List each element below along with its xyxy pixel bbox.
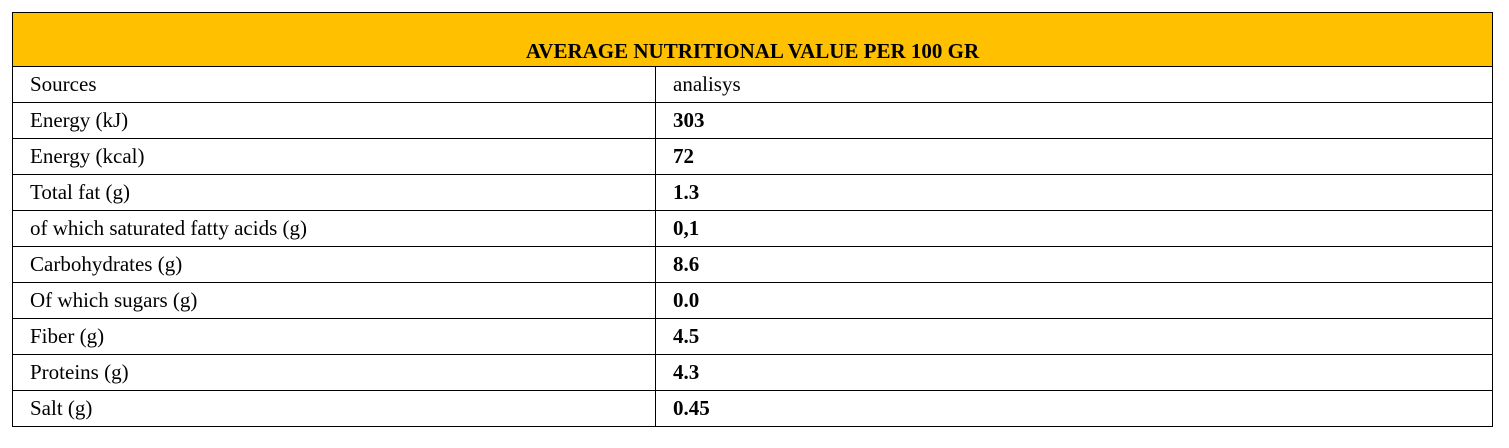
table-row: Proteins (g) 4.3 xyxy=(12,354,1494,391)
row-value-carbohydrates: 8.6 xyxy=(654,246,1494,283)
row-value-energy-kcal: 72 xyxy=(654,138,1494,175)
nutrition-table: AVERAGE NUTRITIONAL VALUE PER 100 GR Sou… xyxy=(11,12,1494,427)
table-row: Energy (kcal) 72 xyxy=(12,138,1494,175)
row-value-sugars: 0.0 xyxy=(654,282,1494,319)
table-title: AVERAGE NUTRITIONAL VALUE PER 100 GR xyxy=(11,12,1494,67)
table-row: Total fat (g) 1.3 xyxy=(12,174,1494,211)
table-row: of which saturated fatty acids (g) 0,1 xyxy=(12,210,1494,247)
row-label-sugars: Of which sugars (g) xyxy=(12,282,656,319)
table-row: Carbohydrates (g) 8.6 xyxy=(12,246,1494,283)
row-label-energy-kcal: Energy (kcal) xyxy=(12,138,656,175)
row-label-fiber: Fiber (g) xyxy=(12,318,656,355)
table-row: Of which sugars (g) 0.0 xyxy=(12,282,1494,319)
table-row: Sources analisys xyxy=(12,66,1494,103)
row-label-proteins: Proteins (g) xyxy=(12,354,656,391)
row-label-saturated-fat: of which saturated fatty acids (g) xyxy=(12,210,656,247)
row-value-salt: 0.45 xyxy=(654,390,1494,427)
row-value-total-fat: 1.3 xyxy=(654,174,1494,211)
row-value-fiber: 4.5 xyxy=(654,318,1494,355)
row-label-total-fat: Total fat (g) xyxy=(12,174,656,211)
row-value-sources: analisys xyxy=(654,66,1494,103)
table-row: Fiber (g) 4.5 xyxy=(12,318,1494,355)
table-row: Energy (kJ) 303 xyxy=(12,102,1494,139)
row-value-proteins: 4.3 xyxy=(654,354,1494,391)
row-value-energy-kj: 303 xyxy=(654,102,1494,139)
row-label-salt: Salt (g) xyxy=(12,390,656,427)
row-value-saturated-fat: 0,1 xyxy=(654,210,1494,247)
row-label-sources: Sources xyxy=(12,66,656,103)
row-label-carbohydrates: Carbohydrates (g) xyxy=(12,246,656,283)
row-label-energy-kj: Energy (kJ) xyxy=(12,102,656,139)
table-row: Salt (g) 0.45 xyxy=(12,390,1494,427)
table-title-row: AVERAGE NUTRITIONAL VALUE PER 100 GR xyxy=(11,12,1494,67)
